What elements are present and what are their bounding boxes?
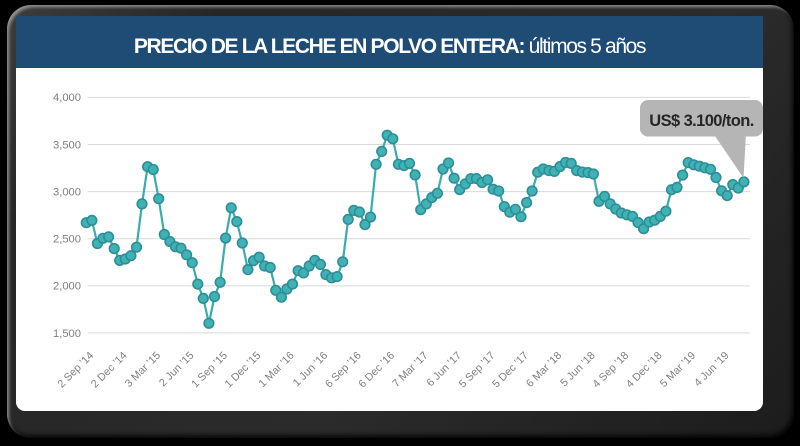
svg-text:2 Dec ’14: 2 Dec ’14 [89, 350, 130, 391]
svg-text:2,500: 2,500 [53, 234, 81, 246]
svg-text:7 Mar ’17: 7 Mar ’17 [390, 350, 430, 390]
svg-text:6 Dec ’16: 6 Dec ’16 [356, 350, 397, 391]
svg-text:US$ 3.100/ton.: US$ 3.100/ton. [649, 112, 753, 130]
svg-text:1 Dec ’15: 1 Dec ’15 [223, 350, 264, 391]
svg-text:3,500: 3,500 [53, 139, 81, 151]
svg-text:3,000: 3,000 [53, 186, 81, 198]
svg-text:4,000: 4,000 [53, 92, 81, 104]
svg-text:6 Mar ’18: 6 Mar ’18 [524, 350, 564, 390]
svg-text:4 Dec ’18: 4 Dec ’18 [624, 350, 665, 391]
svg-text:4 Jun ’19: 4 Jun ’19 [692, 350, 731, 389]
svg-text:3 Mar ’15: 3 Mar ’15 [123, 350, 163, 390]
svg-text:2,000: 2,000 [53, 281, 81, 293]
svg-text:5 Mar ’19: 5 Mar ’19 [658, 350, 698, 390]
svg-text:5 Dec ’17: 5 Dec ’17 [490, 350, 531, 391]
svg-text:1,500: 1,500 [53, 328, 81, 340]
svg-text:1 Mar ’16: 1 Mar ’16 [256, 350, 296, 390]
